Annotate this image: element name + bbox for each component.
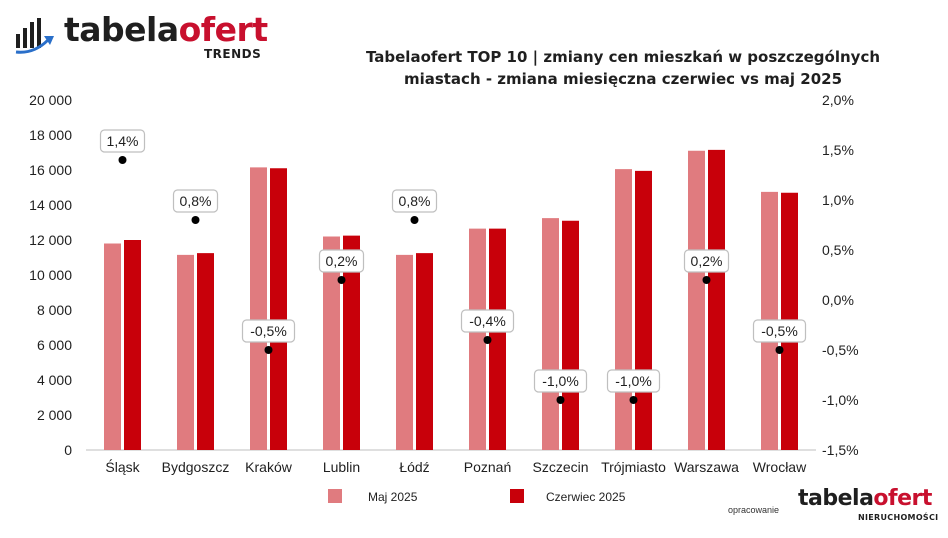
x-tick-label: Bydgoszcz [162, 459, 230, 475]
y-left-tick-label: 2 000 [37, 407, 72, 423]
change-point [775, 346, 784, 354]
bar-maj [177, 254, 194, 450]
credit-text: opracowanie [728, 505, 780, 515]
bar-czerwiec [343, 235, 360, 450]
y-left-tick-label: 20 000 [29, 92, 72, 108]
data-label-box [752, 319, 807, 343]
bar-czerwiec [197, 253, 214, 450]
legend-label-maj: Maj 2025 [368, 490, 418, 504]
data-label: -0,5% [761, 323, 798, 339]
footer-logo: tabelaofert NIERUCHOMOŚCI [798, 484, 938, 528]
change-point [556, 396, 565, 404]
data-label: 0,8% [399, 193, 431, 209]
bar-czerwiec [124, 240, 141, 450]
bar-czerwiec [416, 253, 433, 450]
data-label: 0,2% [326, 253, 358, 269]
y-left-tick-label: 14 000 [29, 197, 72, 213]
brand-subtitle: TRENDS [204, 47, 262, 61]
data-label-box [460, 309, 515, 333]
y-right-tick-label: -0,5% [822, 342, 859, 358]
x-tick-label: Kraków [245, 459, 293, 475]
bar-czerwiec [562, 220, 579, 450]
chart-title-line-2: miastach - zmiana miesięczna czerwiec vs… [403, 70, 843, 88]
x-tick-label: Poznań [464, 459, 511, 475]
change-point [483, 336, 492, 344]
data-label: 0,8% [180, 193, 212, 209]
bar-czerwiec [708, 149, 725, 450]
x-tick-label: Lublin [323, 459, 360, 475]
x-tick-label: Warszawa [674, 459, 739, 475]
data-label-box [533, 369, 588, 393]
change-point [118, 156, 127, 164]
bar-czerwiec [635, 170, 652, 450]
y-right-tick-label: -1,0% [822, 392, 859, 408]
x-tick-label: Wrocław [753, 459, 807, 475]
change-point [264, 346, 273, 354]
bar-maj [323, 236, 340, 450]
y-right-tick-label: -1,5% [822, 442, 859, 458]
data-label: 0,2% [691, 253, 723, 269]
y-left-tick-label: 0 [64, 442, 72, 458]
y-left-tick-label: 12 000 [29, 232, 72, 248]
bar-maj [688, 150, 705, 450]
change-point [629, 396, 638, 404]
legend-label-czerwiec: Czerwiec 2025 [546, 490, 626, 504]
y-left-tick-label: 4 000 [37, 372, 72, 388]
change-point [191, 216, 200, 224]
legend-swatch-czerwiec [510, 489, 524, 503]
change-point [337, 276, 346, 284]
data-label: -0,4% [469, 313, 506, 329]
data-label-box [172, 189, 219, 213]
legend-swatch-maj [328, 489, 342, 503]
change-point [702, 276, 711, 284]
bar-maj [396, 254, 413, 450]
data-label-box [683, 249, 730, 273]
data-label: -0,5% [250, 323, 287, 339]
bar-maj [104, 243, 121, 450]
data-label-box [99, 129, 146, 153]
bar-maj [250, 167, 267, 450]
chart-title: Tabelaofert TOP 10 | zmiany cen mieszkań… [360, 46, 886, 90]
bar-maj [469, 228, 486, 450]
brand-wordmark: tabelaofert [64, 10, 268, 49]
data-label: 1,4% [107, 133, 139, 149]
y-left-tick-label: 8 000 [37, 302, 72, 318]
brand-logo: tabelaofert TRENDS [14, 8, 274, 64]
change-point [410, 216, 419, 224]
y-left-tick-label: 16 000 [29, 162, 72, 178]
y-right-tick-label: 1,0% [822, 192, 854, 208]
data-label-box [391, 189, 438, 213]
bar-maj [615, 169, 632, 450]
data-label-box [606, 369, 661, 393]
y-left-tick-label: 6 000 [37, 337, 72, 353]
footer-logo-subtitle: NIERUCHOMOŚCI [858, 513, 939, 522]
data-label: -1,0% [542, 373, 579, 389]
y-right-tick-label: 0,5% [822, 242, 854, 258]
y-right-tick-label: 1,5% [822, 142, 854, 158]
bar-maj [542, 218, 559, 450]
footer-wordmark: tabelaofert [798, 486, 932, 511]
bar-czerwiec [270, 168, 287, 450]
y-right-tick-label: 2,0% [822, 92, 854, 108]
y-left-tick-label: 18 000 [29, 127, 72, 143]
x-tick-label: Trójmiasto [601, 459, 666, 475]
y-right-tick-label: 0,0% [822, 292, 854, 308]
data-label-box [318, 249, 365, 273]
data-label: -1,0% [615, 373, 652, 389]
bar-chart-growth-icon [15, 18, 54, 54]
chart-title-line-1: Tabelaofert TOP 10 | zmiany cen mieszkań… [365, 48, 881, 66]
x-tick-label: Śląsk [105, 458, 140, 475]
x-tick-label: Łódź [399, 459, 429, 475]
bar-czerwiec [489, 228, 506, 450]
data-label-box [241, 319, 296, 343]
y-left-tick-label: 10 000 [29, 267, 72, 283]
x-tick-label: Szczecin [532, 459, 588, 475]
